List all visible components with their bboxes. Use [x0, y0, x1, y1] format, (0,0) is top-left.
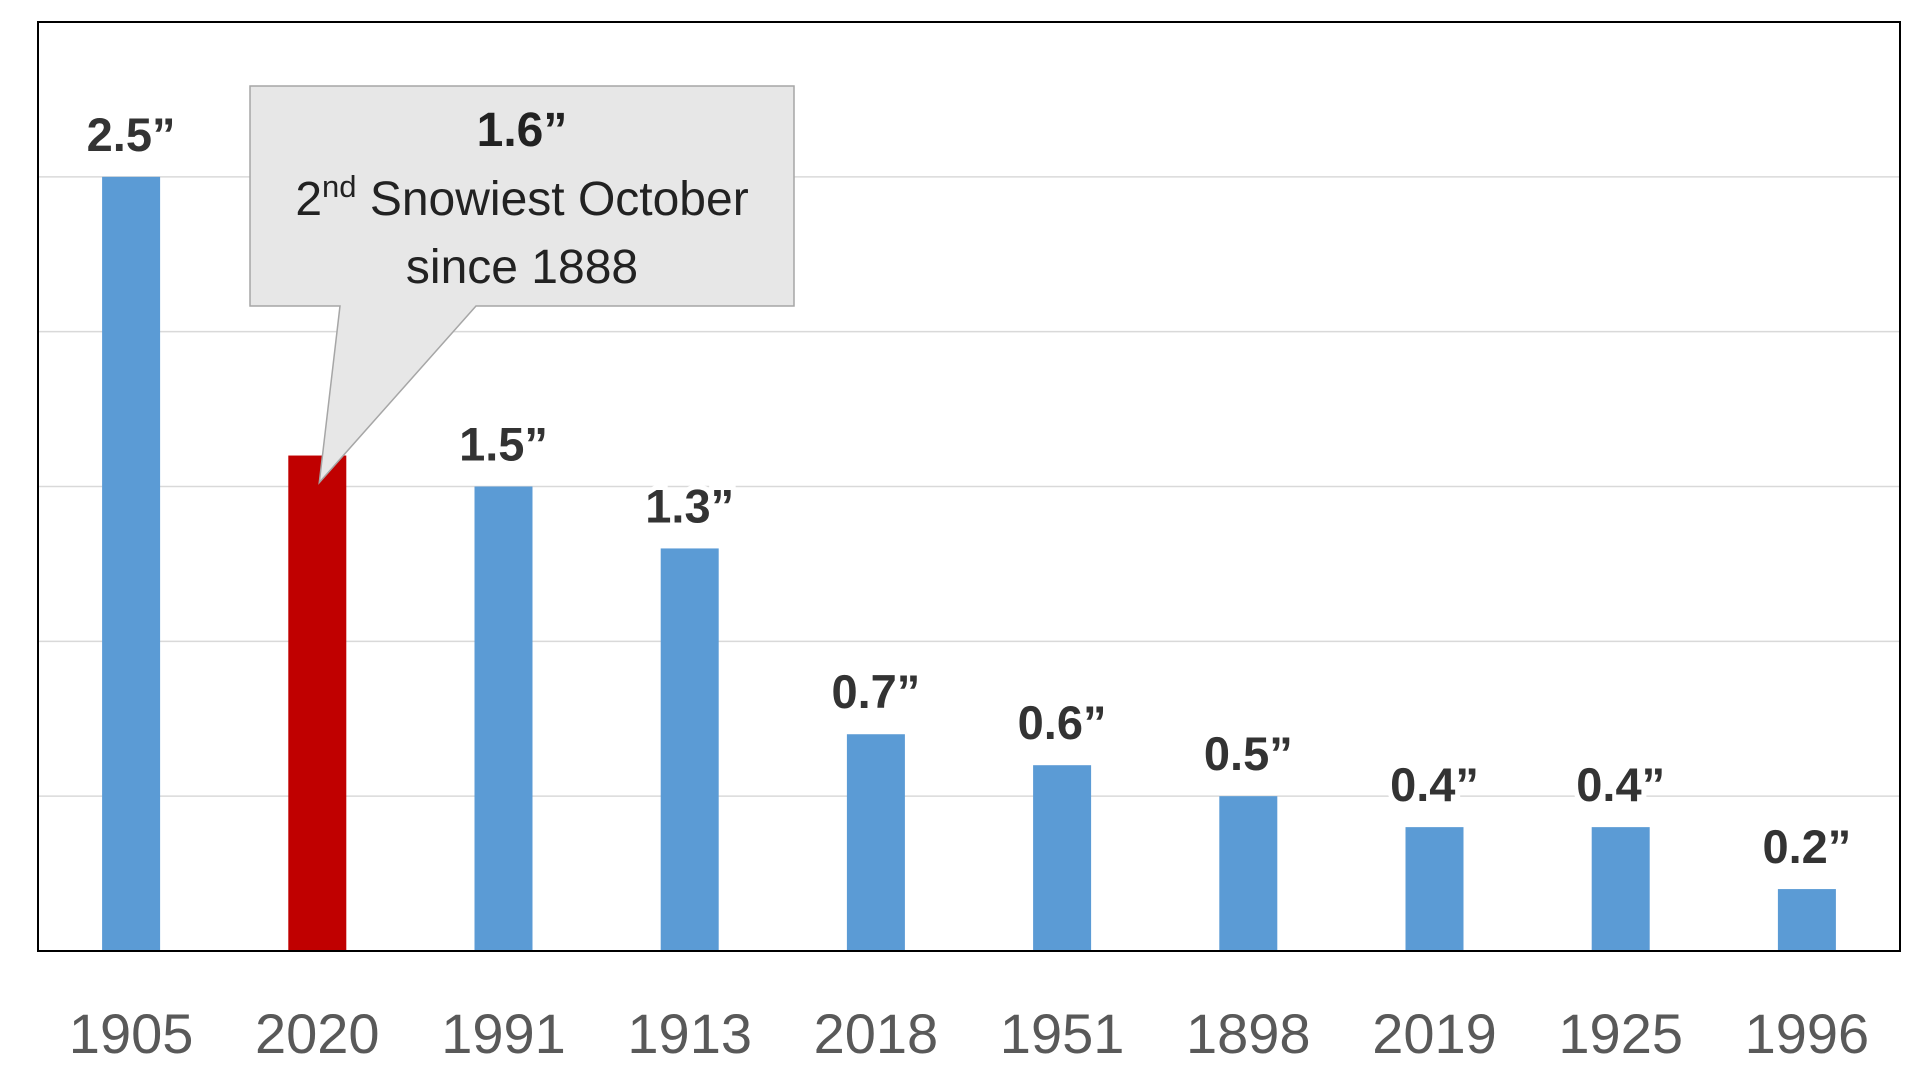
data-label-1905: 2.5”: [87, 108, 176, 161]
x-tick-label-2020: 2020: [255, 1002, 380, 1065]
data-labels: 2.5” 1.5” 1.3” 0.7” 0.6” 0.5” 0.4” 0.4” 0.2”: [82, 103, 1857, 878]
x-tick-label-1996: 1996: [1745, 1002, 1870, 1065]
callout-since-text: since 1888: [406, 241, 638, 294]
data-label-1951: 0.6”: [1018, 696, 1107, 749]
callout-rank-suffix: nd: [322, 169, 356, 204]
callout-rank-text: 2nd Snowiest October: [295, 169, 748, 226]
plot-frame: [37, 21, 1901, 952]
bar-1925: [1591, 827, 1650, 951]
bar-1991: [474, 486, 533, 951]
data-label-2018: 0.7”: [831, 665, 920, 718]
x-tick-label-2018: 2018: [814, 1002, 939, 1065]
data-label-1898: 0.5”: [1204, 727, 1293, 780]
x-tick-label-1898: 1898: [1186, 1002, 1311, 1065]
callout-value-label: 1.6”: [477, 104, 568, 157]
x-tick-label-1991: 1991: [441, 1002, 566, 1065]
x-tick-label-1951: 1951: [1000, 1002, 1125, 1065]
x-tick-label-1925: 1925: [1558, 1002, 1683, 1065]
data-label-1991: 1.5”: [459, 418, 548, 471]
bar-1951: [1033, 765, 1092, 951]
x-tick-label-1913: 1913: [627, 1002, 752, 1065]
data-label-1925: 0.4”: [1576, 758, 1665, 811]
data-label-2019: 0.4”: [1390, 758, 1479, 811]
callout-bubble: [249, 85, 795, 485]
data-label-1913: 1.3”: [645, 479, 734, 532]
data-label-1996: 0.2”: [1762, 820, 1851, 873]
bars: [102, 176, 1836, 952]
callout-rank-rest: Snowiest October: [357, 173, 749, 226]
x-tick-label-1905: 1905: [69, 1002, 194, 1065]
bar-1905: [102, 176, 161, 952]
bar-1898: [1219, 796, 1278, 951]
callout-rank-number: 2: [295, 173, 322, 226]
bar-1913: [660, 548, 719, 951]
bar-2019: [1405, 827, 1464, 951]
x-axis-tick-labels: 1905 2020 1991 1913 2018 1951 1898 2019 1925 1996: [69, 1002, 1869, 1065]
bar-2018: [846, 734, 905, 951]
bar-2020: [288, 455, 347, 951]
bar-1996: [1777, 889, 1836, 951]
x-tick-label-2019: 2019: [1372, 1002, 1497, 1065]
annotation-callout: 1.6” 2nd Snowiest October since 1888: [249, 85, 795, 485]
